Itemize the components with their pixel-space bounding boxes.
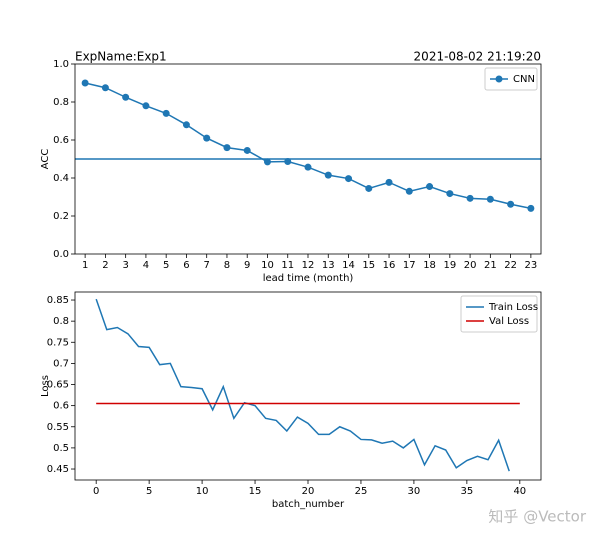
point (446, 190, 454, 198)
legend-label: Train Loss (488, 302, 538, 313)
point (243, 146, 251, 154)
y-tick-label: 0.85 (47, 295, 69, 306)
y-tick-label: 0.7 (53, 358, 69, 369)
y-tick-label: 0.6 (53, 401, 69, 412)
point (284, 157, 292, 165)
x-tick-label: 22 (504, 260, 517, 271)
y-axis-label: Loss (40, 375, 51, 397)
y-tick-label: 0.65 (47, 380, 69, 391)
point (142, 102, 150, 110)
axes-frame (74, 291, 542, 481)
y-axis-label: ACC (40, 149, 51, 170)
x-tick-label: 17 (403, 260, 416, 271)
x-tick-label: 4 (143, 260, 149, 271)
x-tick-label: 18 (423, 260, 436, 271)
x-tick-label: 6 (183, 260, 189, 271)
point (162, 109, 170, 117)
point (324, 171, 332, 179)
y-tick-label: 0.8 (53, 316, 69, 327)
legend (484, 67, 538, 91)
watermark: 知乎 @Vector (488, 508, 586, 526)
point (122, 93, 130, 101)
x-tick-label: 20 (302, 486, 315, 497)
legend-label: CNN (513, 74, 535, 85)
y-tick-label: 0.4 (53, 173, 69, 184)
legend-label: Val Loss (489, 316, 529, 327)
y-tick-label: 0.0 (53, 249, 69, 260)
point (385, 178, 393, 186)
axes-frame (74, 63, 542, 255)
x-tick-label: 8 (224, 260, 230, 271)
x-tick-label: 15 (249, 486, 262, 497)
point (405, 187, 413, 195)
x-tick-label: 5 (146, 486, 152, 497)
x-tick-label: 15 (362, 260, 375, 271)
x-tick-label: 3 (122, 260, 128, 271)
chart-title: ExpName:Exp1 (75, 50, 167, 64)
x-tick-label: 12 (302, 260, 315, 271)
x-tick-label: 2 (102, 260, 108, 271)
point (466, 194, 474, 202)
x-tick-label: 19 (443, 260, 456, 271)
x-tick-label: 23 (525, 260, 538, 271)
point (81, 79, 89, 87)
y-tick-label: 0.8 (53, 97, 69, 108)
x-tick-label: 10 (196, 486, 209, 497)
x-tick-label: 25 (355, 486, 368, 497)
x-tick-label: 7 (204, 260, 210, 271)
point (101, 84, 109, 92)
y-tick-label: 0.5 (53, 443, 69, 454)
point (182, 121, 190, 129)
x-tick-label: 20 (464, 260, 477, 271)
x-axis-label: lead time (month) (263, 273, 354, 284)
x-tick-label: 10 (261, 260, 274, 271)
point (345, 175, 353, 183)
legend-marker (495, 75, 503, 83)
x-tick-label: 30 (408, 486, 421, 497)
x-tick-label: 40 (513, 486, 526, 497)
x-tick-label: 16 (383, 260, 396, 271)
point (203, 134, 211, 142)
point (426, 183, 434, 191)
point (263, 158, 271, 166)
point (304, 163, 312, 171)
y-tick-label: 0.6 (53, 135, 69, 146)
y-tick-label: 0.2 (53, 211, 69, 222)
y-tick-label: 1.0 (53, 59, 69, 70)
x-tick-label: 13 (322, 260, 335, 271)
x-axis-label: batch_number (272, 499, 345, 510)
x-tick-label: 11 (281, 260, 294, 271)
point (223, 144, 231, 152)
point (527, 204, 535, 212)
legend (460, 295, 538, 333)
x-tick-label: 9 (244, 260, 250, 271)
x-tick-label: 21 (484, 260, 497, 271)
series-line (95, 298, 510, 472)
point (365, 184, 373, 192)
point (486, 195, 494, 203)
x-tick-label: 1 (82, 260, 88, 271)
point (507, 200, 515, 208)
x-tick-label: 5 (163, 260, 169, 271)
y-tick-label: 0.75 (47, 337, 69, 348)
x-tick-label: 35 (460, 486, 473, 497)
x-tick-label: 0 (93, 486, 99, 497)
x-tick-label: 14 (342, 260, 355, 271)
timestamp: 2021-08-02 21:19:20 (414, 50, 541, 64)
y-tick-label: 0.45 (47, 464, 69, 475)
y-tick-label: 0.55 (47, 422, 69, 433)
